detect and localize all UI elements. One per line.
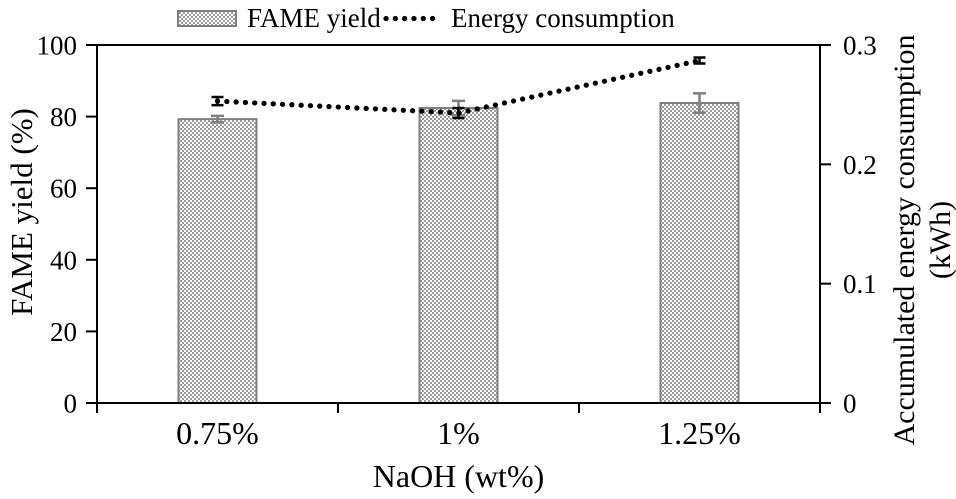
- right-axis-tick-label: 0.3: [843, 31, 877, 61]
- legend-item-fame-yield: FAME yield: [177, 4, 381, 32]
- dotted-line-swatch-icon: [383, 15, 441, 21]
- left-y-axis-title: FAME yield (%): [4, 108, 39, 316]
- hatched-bar-swatch-icon: [177, 9, 237, 27]
- bar-1.25%: [659, 101, 740, 404]
- right-axis-tick-label: 0.2: [843, 150, 877, 180]
- left-axis-tick-label: 20: [50, 317, 77, 347]
- x-axis-tick-label: 0.75%: [176, 415, 259, 451]
- x-axis-title: NaOH (wt%): [372, 458, 545, 494]
- left-axis-tick-label: 60: [50, 174, 77, 204]
- left-axis-tick-label: 80: [50, 102, 77, 132]
- x-axis-tick-label: 1%: [437, 415, 480, 451]
- bar-error-bar-1.25%: [693, 92, 706, 114]
- right-y-axis-title-line1: Accumulated energy consumption: [888, 34, 921, 446]
- right-axis-tick-label: 0.1: [843, 269, 877, 299]
- bar-1%: [418, 107, 499, 405]
- bar-error-bar-0.75%: [211, 114, 224, 124]
- left-axis-tick-label: 40: [50, 245, 77, 275]
- energy-error-bar-1.25%: [693, 56, 706, 65]
- right-y-axis-title: Accumulated energy consumption (kWh): [887, 25, 956, 455]
- left-axis-tick-label: 0: [64, 389, 78, 419]
- legend-label-fame-yield: FAME yield: [247, 2, 381, 33]
- legend-item-energy-consumption: Energy consumption: [383, 4, 675, 32]
- legend-label-energy-consumption: Energy consumption: [451, 2, 675, 33]
- energy-error-bar-0.75%: [211, 95, 224, 107]
- plot-frame: [96, 44, 821, 404]
- left-axis-tick-label: 100: [37, 31, 78, 61]
- energy-error-bar-1%: [452, 106, 465, 120]
- bar-0.75%: [177, 118, 258, 405]
- right-axis-tick-label: 0: [843, 389, 857, 419]
- x-axis-tick-label: 1.25%: [658, 415, 741, 451]
- right-y-axis-title-line2: (kWh): [924, 200, 956, 280]
